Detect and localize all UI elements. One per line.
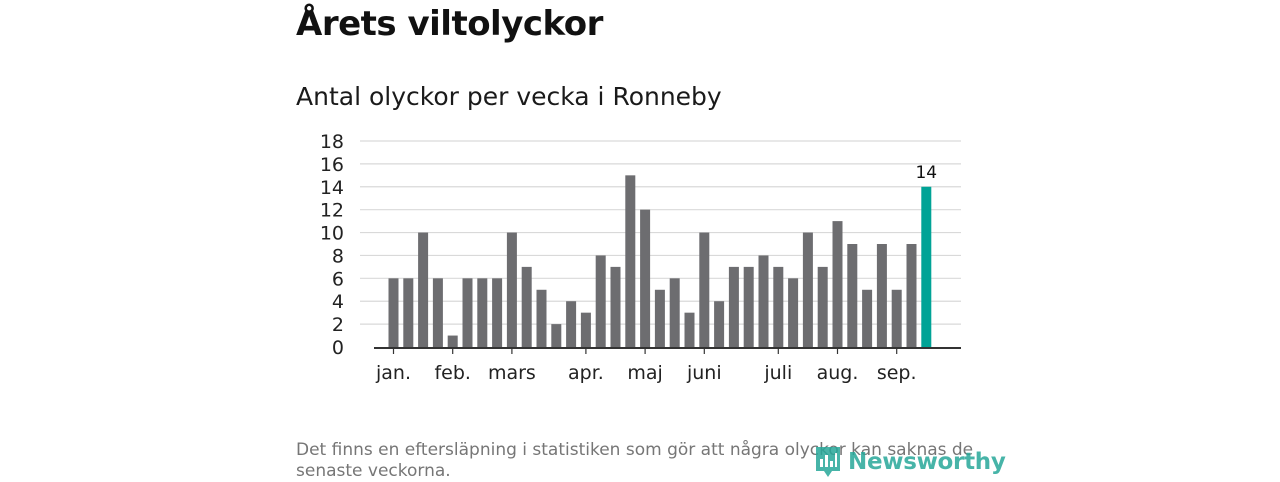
bar [580, 312, 591, 347]
bar [625, 175, 636, 347]
bar [773, 266, 784, 347]
bar [714, 301, 725, 347]
newsworthy-logo: Newsworthy [814, 444, 1006, 480]
bar [551, 324, 562, 347]
bar [802, 232, 813, 347]
bar [669, 278, 680, 347]
footnote: Det finns en eftersläpning i statistiken… [296, 440, 974, 481]
bar [862, 289, 873, 347]
chart-subtitle: Antal olyckor per vecka i Ronneby [296, 82, 722, 111]
bar [595, 255, 606, 347]
bar [654, 289, 665, 347]
y-tick-label: 14 [320, 177, 344, 199]
newsworthy-logo-icon [816, 447, 840, 477]
y-tick-label: 18 [320, 131, 344, 153]
bar [388, 278, 399, 347]
y-tick-label: 10 [320, 223, 344, 245]
bar [640, 209, 651, 347]
x-tick-label: maj [627, 362, 662, 384]
bar [758, 255, 769, 347]
bar [906, 244, 917, 347]
bar [477, 278, 488, 347]
page-title: Årets viltolyckor [296, 4, 603, 44]
y-tick-label: 12 [320, 200, 344, 222]
y-tick-label: 0 [332, 337, 344, 359]
bar [817, 266, 828, 347]
bar [832, 221, 843, 347]
bar [743, 266, 754, 347]
bars [388, 175, 932, 347]
bar [847, 244, 858, 347]
x-tick-label: aug. [817, 362, 859, 384]
bar [891, 289, 902, 347]
bar [728, 266, 739, 347]
x-tick-label: juni [686, 362, 722, 384]
x-tick-label: sep. [877, 362, 917, 384]
x-tick-label: jan. [375, 362, 411, 384]
grid-lines [360, 140, 961, 325]
y-tick-label: 8 [332, 245, 344, 267]
bar [418, 232, 429, 347]
bar [447, 335, 458, 347]
bar [432, 278, 443, 347]
x-tick-label: juli [763, 362, 792, 384]
bar [403, 278, 414, 347]
bar [536, 289, 547, 347]
data-labels: 14 [915, 163, 937, 183]
bar [506, 232, 517, 347]
logo-text: Newsworthy [848, 449, 1006, 475]
bar [684, 312, 695, 347]
x-tick-label: apr. [568, 362, 604, 384]
y-tick-label: 2 [332, 314, 344, 336]
bar [699, 232, 710, 347]
bar [610, 266, 621, 347]
y-tick-label: 6 [332, 268, 344, 290]
bar [788, 278, 799, 347]
y-tick-label: 4 [332, 291, 344, 313]
bar [462, 278, 473, 347]
bar [521, 266, 532, 347]
bar [566, 301, 577, 347]
x-tick-label: feb. [434, 362, 470, 384]
x-axis-month-labels: jan. feb. mars apr. maj juni juli aug. sep. [375, 348, 917, 384]
bar [876, 244, 887, 347]
x-tick-label: mars [488, 362, 536, 384]
bar [492, 278, 503, 347]
bar-highlight [921, 186, 932, 347]
y-tick-label: 16 [320, 154, 344, 176]
highlight-value-label: 14 [915, 163, 937, 183]
